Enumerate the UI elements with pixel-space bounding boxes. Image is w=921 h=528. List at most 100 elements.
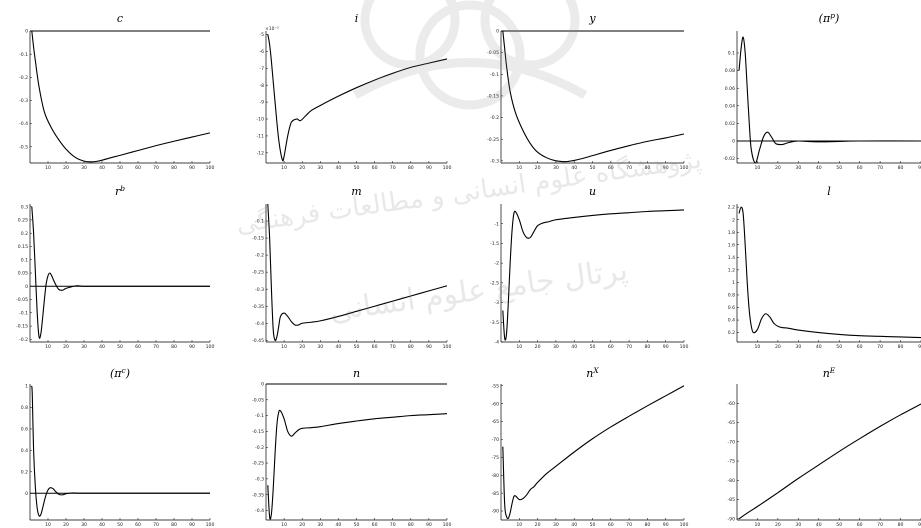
series-line <box>31 206 210 339</box>
y-tick-label: 0.2 <box>21 469 28 475</box>
x-tick-label: 80 <box>898 522 904 528</box>
x-tick-label: 40 <box>816 165 822 171</box>
x-tick-label: 40 <box>335 344 341 350</box>
y-tick-label: -6 <box>259 49 264 55</box>
x-tick-label: 70 <box>390 344 396 350</box>
x-tick-label: 20 <box>299 165 305 171</box>
panel-2: i 10 20 30 40 50 60 70 80 90 100 -5 -6 -7 -8 -9 -10 -11 -1… <box>256 12 451 171</box>
panel-title: rb <box>115 184 125 199</box>
x-tick-label: 70 <box>153 344 159 350</box>
x-tick-label: 60 <box>608 522 614 528</box>
x-tick-label: 80 <box>898 165 904 171</box>
y-tick-label: 1.4 <box>728 255 735 261</box>
panel-12: nE 10 20 30 40 50 60 70 80 90 -60 -65 -70 -75 -80 -85 -9… <box>727 366 921 528</box>
y-tick-label: -0.1 <box>19 52 28 58</box>
x-tick-label: 80 <box>898 344 904 350</box>
y-tick-label: 0.08 <box>725 68 735 74</box>
x-tick-label: 70 <box>626 522 632 528</box>
x-tick-label: 60 <box>135 344 141 350</box>
y-tick-label: -0.15 <box>252 429 264 435</box>
y-tick-label: 0 <box>732 139 735 145</box>
y-tick-label: -3.5 <box>490 320 499 326</box>
y-tick-label: 0.15 <box>18 244 28 250</box>
x-tick-label: 20 <box>63 165 69 171</box>
x-tick-label: 70 <box>626 165 632 171</box>
x-tick-label: 30 <box>553 165 559 171</box>
x-tick-label: 60 <box>857 344 863 350</box>
series-line <box>31 386 210 517</box>
y-tick-label: 0.02 <box>725 121 735 127</box>
x-tick-label: 40 <box>571 165 577 171</box>
x-tick-label: 50 <box>117 344 123 350</box>
y-tick-label: -0.5 <box>19 144 28 150</box>
y-tick-label: -8 <box>259 83 264 89</box>
x-tick-label: 40 <box>335 522 341 528</box>
x-tick-label: 90 <box>426 165 432 171</box>
x-tick-label: 90 <box>918 344 921 350</box>
x-tick-label: 100 <box>443 344 452 350</box>
y-tick-label: -65 <box>727 420 735 426</box>
y-tick-label: -0.25 <box>487 137 499 143</box>
x-tick-label: 30 <box>81 165 87 171</box>
x-tick-label: 90 <box>918 522 921 528</box>
panel-6: m 10 20 30 40 50 60 70 80 90 100 -0.1 -0.15 -0.2 -0.25… <box>252 185 451 350</box>
x-tick-label: 10 <box>755 165 761 171</box>
panel-title: (πp) <box>819 11 840 26</box>
x-tick-label: 90 <box>189 165 195 171</box>
y-tick-label: 0.05 <box>18 271 28 277</box>
x-tick-label: 70 <box>153 165 159 171</box>
x-tick-label: 50 <box>354 522 360 528</box>
y-tick-label: -0.25 <box>252 270 264 276</box>
y-tick-label: -0.2 <box>255 445 264 451</box>
y-tick-label: -75 <box>491 455 499 461</box>
x-tick-label: 80 <box>408 344 414 350</box>
x-tick-label: 50 <box>836 344 842 350</box>
y-tick-label: -0.15 <box>252 236 264 242</box>
panel-title: y <box>588 12 596 25</box>
y-tick-label: -0.3 <box>490 158 499 164</box>
x-tick-label: 50 <box>354 344 360 350</box>
series-line <box>502 385 685 520</box>
series-line <box>267 34 448 162</box>
y-tick-label: 1.2 <box>728 267 735 273</box>
x-tick-label: 20 <box>535 165 541 171</box>
y-tick-label: 0 <box>25 491 28 497</box>
y-tick-label: -0.45 <box>252 338 264 344</box>
y-tick-label: -0.05 <box>16 297 28 303</box>
x-tick-label: 20 <box>299 344 305 350</box>
y-tick-label: -11 <box>256 134 264 140</box>
x-tick-label: 30 <box>317 165 323 171</box>
x-tick-label: 20 <box>535 522 541 528</box>
y-tick-label: -60 <box>727 401 735 407</box>
y-tick-label: 0.2 <box>21 231 28 237</box>
panel-title: l <box>827 185 831 198</box>
y-tick-label: 0 <box>25 29 28 35</box>
y-tick-label: 0.04 <box>725 103 735 109</box>
y-tick-label: -0.05 <box>487 50 499 56</box>
panel-title: i <box>355 12 359 25</box>
y-tick-label: -12 <box>256 150 264 156</box>
x-tick-label: 40 <box>571 522 577 528</box>
x-tick-label: 50 <box>590 344 596 350</box>
x-tick-label: 80 <box>171 165 177 171</box>
y-tick-label: -80 <box>491 473 499 479</box>
series-line <box>738 36 921 164</box>
y-tick-label: -0.3 <box>19 98 28 104</box>
x-tick-label: 10 <box>281 344 287 350</box>
y-tick-label: 0 <box>496 29 499 35</box>
panel-title: u <box>589 185 596 198</box>
y-tick-label: 0.25 <box>18 218 28 224</box>
x-tick-label: 40 <box>816 522 822 528</box>
y-tick-label: 2 <box>732 217 735 223</box>
panel-title: m <box>351 185 361 198</box>
y-tick-label: 0.1 <box>728 51 735 57</box>
x-tick-label: 40 <box>99 522 105 528</box>
x-tick-label: 100 <box>680 165 689 171</box>
panel-title: n <box>353 367 360 380</box>
y-tick-label: -10 <box>256 117 264 123</box>
x-tick-label: 50 <box>354 165 360 171</box>
x-tick-label: 80 <box>408 522 414 528</box>
x-tick-label: 20 <box>63 522 69 528</box>
panel-4: (πp) 10 20 30 40 50 60 70 80 90 0.1 0.08 0.06 0.04 0.0… <box>723 11 921 171</box>
y-tick-label: -0.1 <box>255 413 264 419</box>
